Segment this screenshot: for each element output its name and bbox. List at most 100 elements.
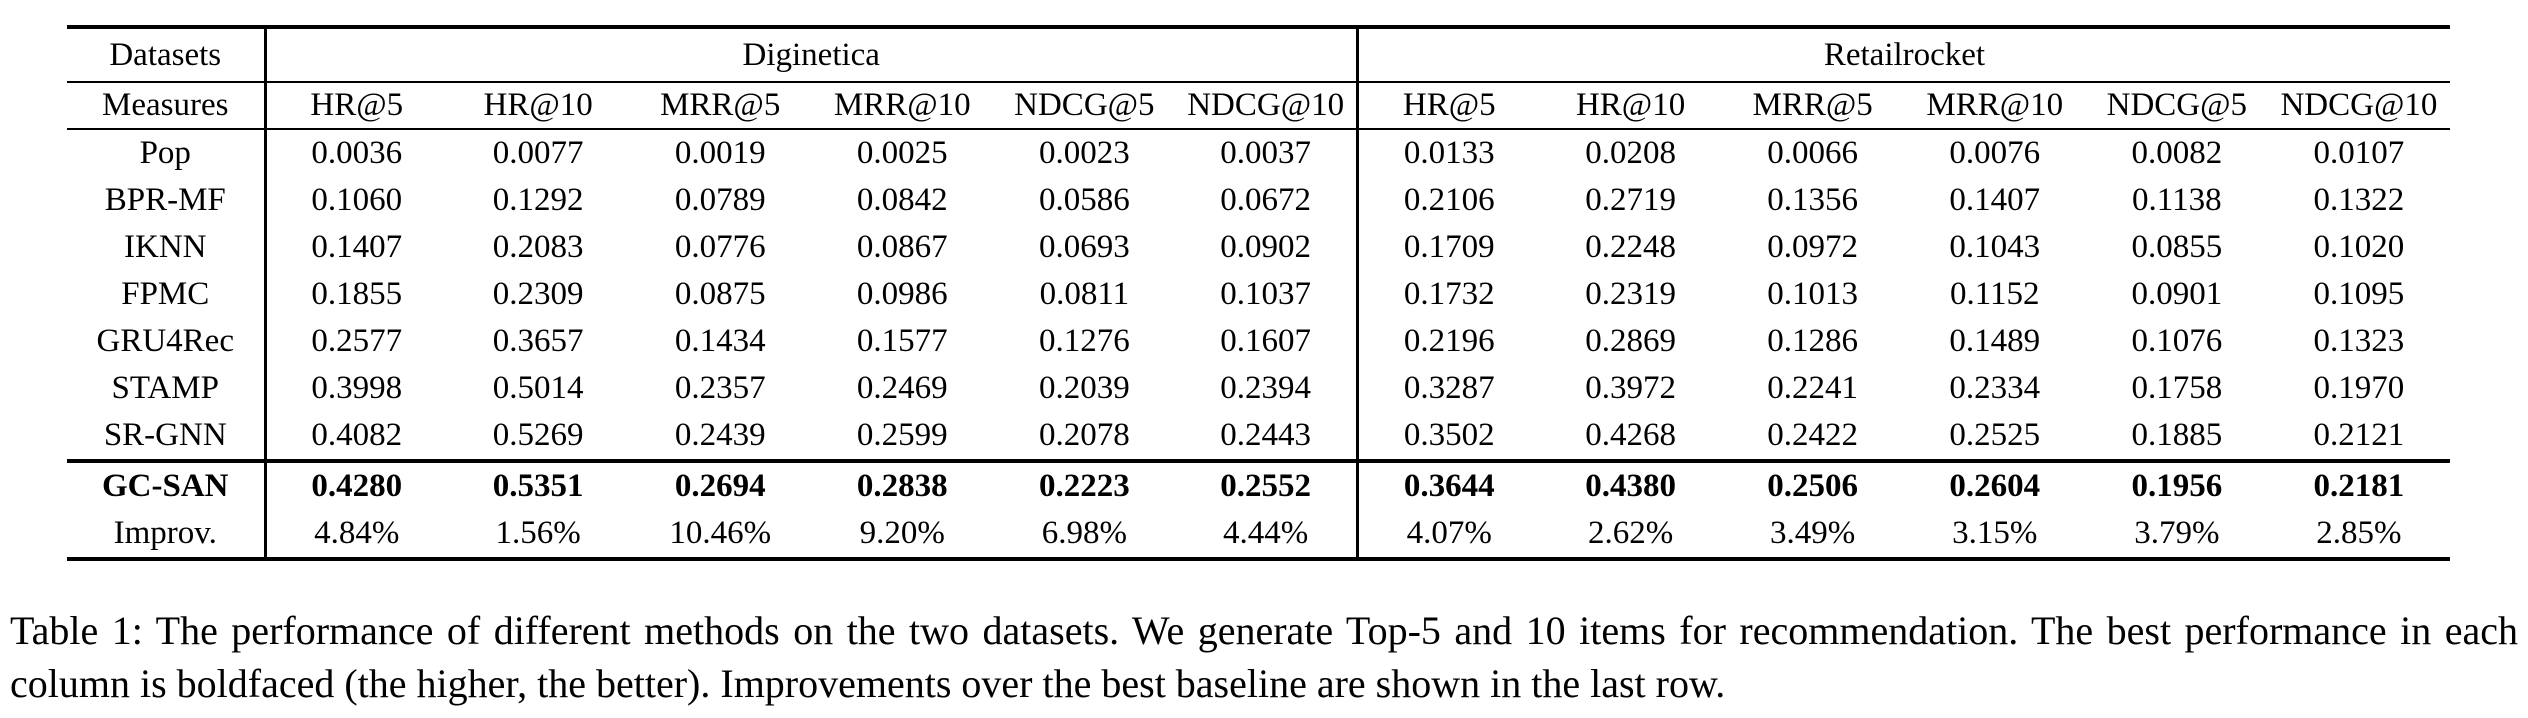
value-cell-retailrocket: 0.1286 <box>1767 323 1859 359</box>
value-cell-diginetica: 0.5014 <box>492 370 584 406</box>
method-label: Pop <box>67 129 267 177</box>
value-cell-diginetica: 0.0077 <box>492 135 584 171</box>
table-caption: Table 1: The performance of different me… <box>10 608 2518 706</box>
value-cell-diginetica: 4.84% <box>314 515 400 551</box>
value-cell-diginetica: 0.2309 <box>492 276 584 312</box>
value-cell-retailrocket: 0.1970 <box>2313 370 2405 406</box>
measures-header-row: Measures HR@5 HR@10 MRR@5 MRR@10 NDCG@5 NDCG@… <box>67 82 2450 130</box>
measure-header-diginetica-mrr-5: MRR@5 <box>629 82 812 130</box>
value-cell-retailrocket: 0.4380 <box>1585 468 1676 504</box>
method-label: Improv. <box>67 510 267 559</box>
value-cell-diginetica: 0.1276 <box>1038 323 1130 359</box>
value-cell-diginetica: 0.0025 <box>856 135 948 171</box>
value-cell-retailrocket: 0.1020 <box>2313 229 2405 265</box>
value-cell-diginetica: 0.2357 <box>674 370 766 406</box>
value-cell-retailrocket: 0.4268 <box>1539 412 1722 463</box>
table-row-fpmc: FPMC 0.1855 0.2309 0.0875 0.0986 0.0811 0.1037… <box>67 271 2450 318</box>
value-cell-retailrocket: 2.62% <box>1587 515 1674 551</box>
value-cell-diginetica: 0.1037 <box>1175 271 1359 318</box>
value-cell-diginetica: 0.4082 <box>265 412 448 463</box>
method-label: BPR-MF <box>67 177 267 224</box>
value-cell-retailrocket: 0.1013 <box>1767 276 1859 312</box>
value-cell-retailrocket: 0.2181 <box>2313 468 2405 504</box>
value-cell-diginetica: 0.0693 <box>1038 229 1130 265</box>
value-cell-diginetica: 0.0986 <box>856 276 948 312</box>
value-cell-retailrocket: 0.1323 <box>2313 323 2405 359</box>
value-cell-diginetica: 0.5351 <box>492 468 584 504</box>
measure-header-diginetica-ndcg-5: NDCG@5 <box>993 82 1176 130</box>
datasets-corner-cell: Datasets <box>67 27 267 83</box>
value-cell-diginetica: 0.5269 <box>447 412 630 463</box>
dataset-group-diginetica: Diginetica <box>265 27 1359 83</box>
value-cell-retailrocket: 0.1956 <box>2131 468 2223 504</box>
measure-header-diginetica-hr-5: HR@5 <box>265 82 448 130</box>
table-row-sr-gnn: SR-GNN 0.4082 0.5269 0.2439 0.2599 0.2078 0.24… <box>67 412 2450 463</box>
table-row-gru4rec: GRU4Rec 0.2577 0.3657 0.1434 0.1577 0.1276 0.1… <box>67 318 2450 365</box>
value-cell-diginetica: 0.0036 <box>311 135 403 171</box>
value-cell-retailrocket: 0.2121 <box>2267 412 2450 463</box>
value-cell-retailrocket: 0.2319 <box>1585 276 1676 312</box>
method-label: GC-SAN <box>67 461 267 510</box>
value-cell-retailrocket: 0.3972 <box>1585 370 1676 406</box>
value-cell-retailrocket: 0.2106 <box>1403 182 1495 218</box>
value-cell-diginetica: 0.3657 <box>492 323 584 359</box>
value-cell-retailrocket: 0.0076 <box>1949 135 2041 171</box>
value-cell-diginetica: 0.2838 <box>856 468 948 504</box>
value-cell-diginetica: 9.20% <box>859 515 945 551</box>
value-cell-retailrocket: 0.1076 <box>2131 323 2223 359</box>
value-cell-retailrocket: 0.1709 <box>1403 229 1495 265</box>
value-cell-diginetica: 4.44% <box>1175 510 1359 559</box>
method-label: GRU4Rec <box>67 318 267 365</box>
value-cell-retailrocket: 0.0082 <box>2131 135 2223 171</box>
value-cell-diginetica: 0.2078 <box>993 412 1176 463</box>
value-cell-retailrocket: 0.2604 <box>1949 468 2041 504</box>
value-cell-diginetica: 0.2223 <box>1038 468 1130 504</box>
measure-header-retailrocket-ndcg-5: NDCG@5 <box>2085 82 2268 130</box>
value-cell-diginetica: 0.2552 <box>1175 461 1359 510</box>
value-cell-diginetica: 0.2439 <box>629 412 812 463</box>
table-row-pop: Pop 0.0036 0.0077 0.0019 0.0025 0.0023 0.0037 0… <box>67 129 2450 177</box>
datasets-header-row: Datasets Diginetica Retailrocket <box>67 27 2450 83</box>
value-cell-diginetica: 0.1060 <box>311 182 403 218</box>
value-cell-retailrocket: 0.1407 <box>1949 182 2041 218</box>
results-table: Datasets Diginetica Retailrocket Measure… <box>67 25 2450 561</box>
value-cell-retailrocket: 0.1758 <box>2131 370 2223 406</box>
value-cell-retailrocket: 0.2334 <box>1949 370 2041 406</box>
value-cell-retailrocket: 3.79% <box>2134 515 2220 551</box>
value-cell-retailrocket: 0.1322 <box>2313 182 2405 218</box>
value-cell-diginetica: 0.1292 <box>492 182 584 218</box>
value-cell-diginetica: 0.0902 <box>1175 224 1359 271</box>
measure-header-retailrocket-mrr-10: MRR@10 <box>1903 82 2086 130</box>
value-cell-diginetica: 0.0875 <box>674 276 766 312</box>
value-cell-retailrocket: 0.2241 <box>1767 370 1859 406</box>
value-cell-diginetica: 0.1434 <box>674 323 766 359</box>
measure-header-retailrocket-ndcg-10: NDCG@10 <box>2267 82 2450 130</box>
value-cell-retailrocket: 0.1138 <box>2132 182 2222 218</box>
value-cell-diginetica: 1.56% <box>495 515 581 551</box>
dataset-group-retailrocket: Retailrocket <box>1357 27 2450 83</box>
value-cell-diginetica: 10.46% <box>669 515 772 551</box>
value-cell-diginetica: 0.2599 <box>811 412 994 463</box>
measure-header-retailrocket-hr-10: HR@10 <box>1539 82 1722 130</box>
value-cell-retailrocket: 0.2248 <box>1585 229 1676 265</box>
value-cell-diginetica: 0.2083 <box>492 229 584 265</box>
value-cell-retailrocket: 0.0972 <box>1767 229 1859 265</box>
value-cell-retailrocket: 0.0066 <box>1767 135 1859 171</box>
value-cell-retailrocket: 0.0901 <box>2131 276 2223 312</box>
value-cell-diginetica: 0.1407 <box>311 229 403 265</box>
value-cell-retailrocket: 0.2196 <box>1403 323 1495 359</box>
value-cell-retailrocket: 0.3287 <box>1403 370 1495 406</box>
value-cell-diginetica: 0.0023 <box>1038 135 1130 171</box>
value-cell-retailrocket: 3.49% <box>1770 515 1856 551</box>
value-cell-diginetica: 0.0019 <box>674 135 766 171</box>
method-label: FPMC <box>67 271 267 318</box>
value-cell-retailrocket: 0.3644 <box>1403 468 1495 504</box>
value-cell-diginetica: 0.0586 <box>1038 182 1130 218</box>
value-cell-diginetica: 0.2694 <box>674 468 766 504</box>
value-cell-diginetica: 0.0811 <box>1039 276 1130 312</box>
value-cell-retailrocket: 0.2506 <box>1767 468 1859 504</box>
value-cell-diginetica: 0.2443 <box>1175 412 1359 463</box>
table-row-iknn: IKNN 0.1407 0.2083 0.0776 0.0867 0.0693 0.0902… <box>67 224 2450 271</box>
value-cell-diginetica: 0.1607 <box>1175 318 1359 365</box>
value-cell-retailrocket: 0.0107 <box>2313 135 2405 171</box>
